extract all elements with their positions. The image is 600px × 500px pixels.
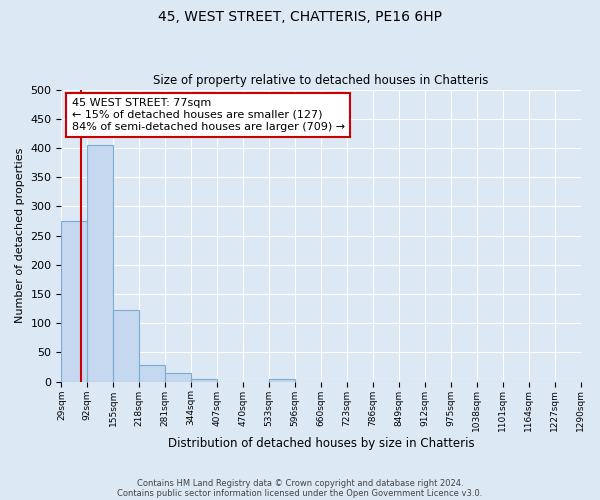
Bar: [139, 364, 165, 382]
Bar: [61, 221, 88, 382]
Text: 45 WEST STREET: 77sqm
← 15% of detached houses are smaller (127)
84% of semi-det: 45 WEST STREET: 77sqm ← 15% of detached …: [72, 98, 345, 132]
Y-axis label: Number of detached properties: Number of detached properties: [15, 148, 25, 324]
Bar: [88, 145, 113, 382]
Text: 45, WEST STREET, CHATTERIS, PE16 6HP: 45, WEST STREET, CHATTERIS, PE16 6HP: [158, 10, 442, 24]
Bar: [191, 380, 217, 382]
Bar: [269, 379, 295, 382]
Bar: [165, 373, 191, 382]
Title: Size of property relative to detached houses in Chatteris: Size of property relative to detached ho…: [153, 74, 488, 87]
Text: Contains HM Land Registry data © Crown copyright and database right 2024.: Contains HM Land Registry data © Crown c…: [137, 478, 463, 488]
X-axis label: Distribution of detached houses by size in Chatteris: Distribution of detached houses by size …: [167, 437, 474, 450]
Text: Contains public sector information licensed under the Open Government Licence v3: Contains public sector information licen…: [118, 488, 482, 498]
Bar: [113, 310, 139, 382]
